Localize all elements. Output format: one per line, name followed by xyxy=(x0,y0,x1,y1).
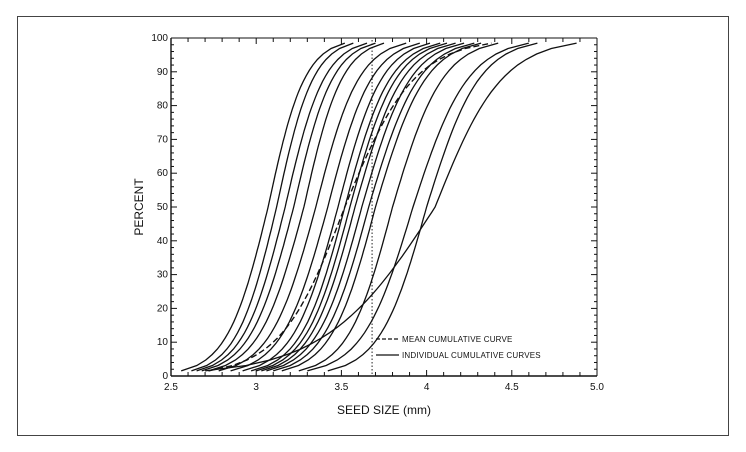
individual-curve-15 xyxy=(298,42,499,372)
individual-curve-12 xyxy=(266,42,465,372)
legend-label-mean: MEAN CUMULATIVE CURVE xyxy=(402,335,513,344)
individual-curve-9 xyxy=(250,42,441,372)
figure-frame: 2.5 3 3.5 4 4.5 5.0 0 10 20 30 40 50 60 70 80 90 100 SEE… xyxy=(17,16,729,436)
y-tick-label: 100 xyxy=(151,33,168,44)
y-tick-label: 80 xyxy=(157,101,169,112)
individual-curve-5 xyxy=(208,42,385,372)
x-tick-label: 4 xyxy=(424,382,430,393)
individual-curve-8 xyxy=(242,42,431,372)
individual-curve-1 xyxy=(180,42,346,372)
curves xyxy=(180,42,577,372)
x-tick-label: 3 xyxy=(253,382,259,393)
individual-curve-13 xyxy=(273,42,475,372)
individual-curve-4 xyxy=(201,42,376,372)
individual-curve-18 xyxy=(205,42,577,372)
x-tick-label: 5.0 xyxy=(590,382,604,393)
legend-label-individual: INDIVIDUAL CUMULATIVE CURVES xyxy=(402,351,541,360)
y-tick-label: 90 xyxy=(157,67,169,78)
y-tick-label: 70 xyxy=(157,134,169,145)
individual-curve-3 xyxy=(196,42,368,372)
individual-curve-16 xyxy=(307,42,529,372)
y-tick-label: 10 xyxy=(157,337,169,348)
y-tick-label: 20 xyxy=(157,303,169,314)
x-tick-label: 3.5 xyxy=(334,382,348,393)
y-tick-label: 30 xyxy=(157,270,169,281)
y-tick-label: 0 xyxy=(162,371,168,382)
individual-curve-6 xyxy=(218,42,407,372)
individual-curve-17 xyxy=(327,42,538,372)
seed-size-chart: 2.5 3 3.5 4 4.5 5.0 0 10 20 30 40 50 60 70 80 90 100 SEE… xyxy=(132,33,604,417)
x-axis-title: SEED SIZE (mm) xyxy=(337,403,431,417)
x-tick-label: 4.5 xyxy=(505,382,519,393)
y-axis-title: PERCENT xyxy=(132,178,146,236)
legend: MEAN CUMULATIVE CURVE INDIVIDUAL CUMULAT… xyxy=(376,335,541,360)
individual-curve-2 xyxy=(191,42,354,372)
x-tick-label: 2.5 xyxy=(164,382,178,393)
individual-curve-14 xyxy=(281,42,482,372)
individual-curve-7 xyxy=(230,42,421,372)
tick-labels: 2.5 3 3.5 4 4.5 5.0 0 10 20 30 40 50 60 70 80 90 100 xyxy=(151,33,604,393)
mean-curve xyxy=(208,42,492,372)
individual-curve-11 xyxy=(261,42,456,372)
y-tick-label: 40 xyxy=(157,236,169,247)
y-tick-label: 50 xyxy=(157,202,169,213)
y-tick-label: 60 xyxy=(157,168,169,179)
individual-curve-10 xyxy=(256,42,448,372)
